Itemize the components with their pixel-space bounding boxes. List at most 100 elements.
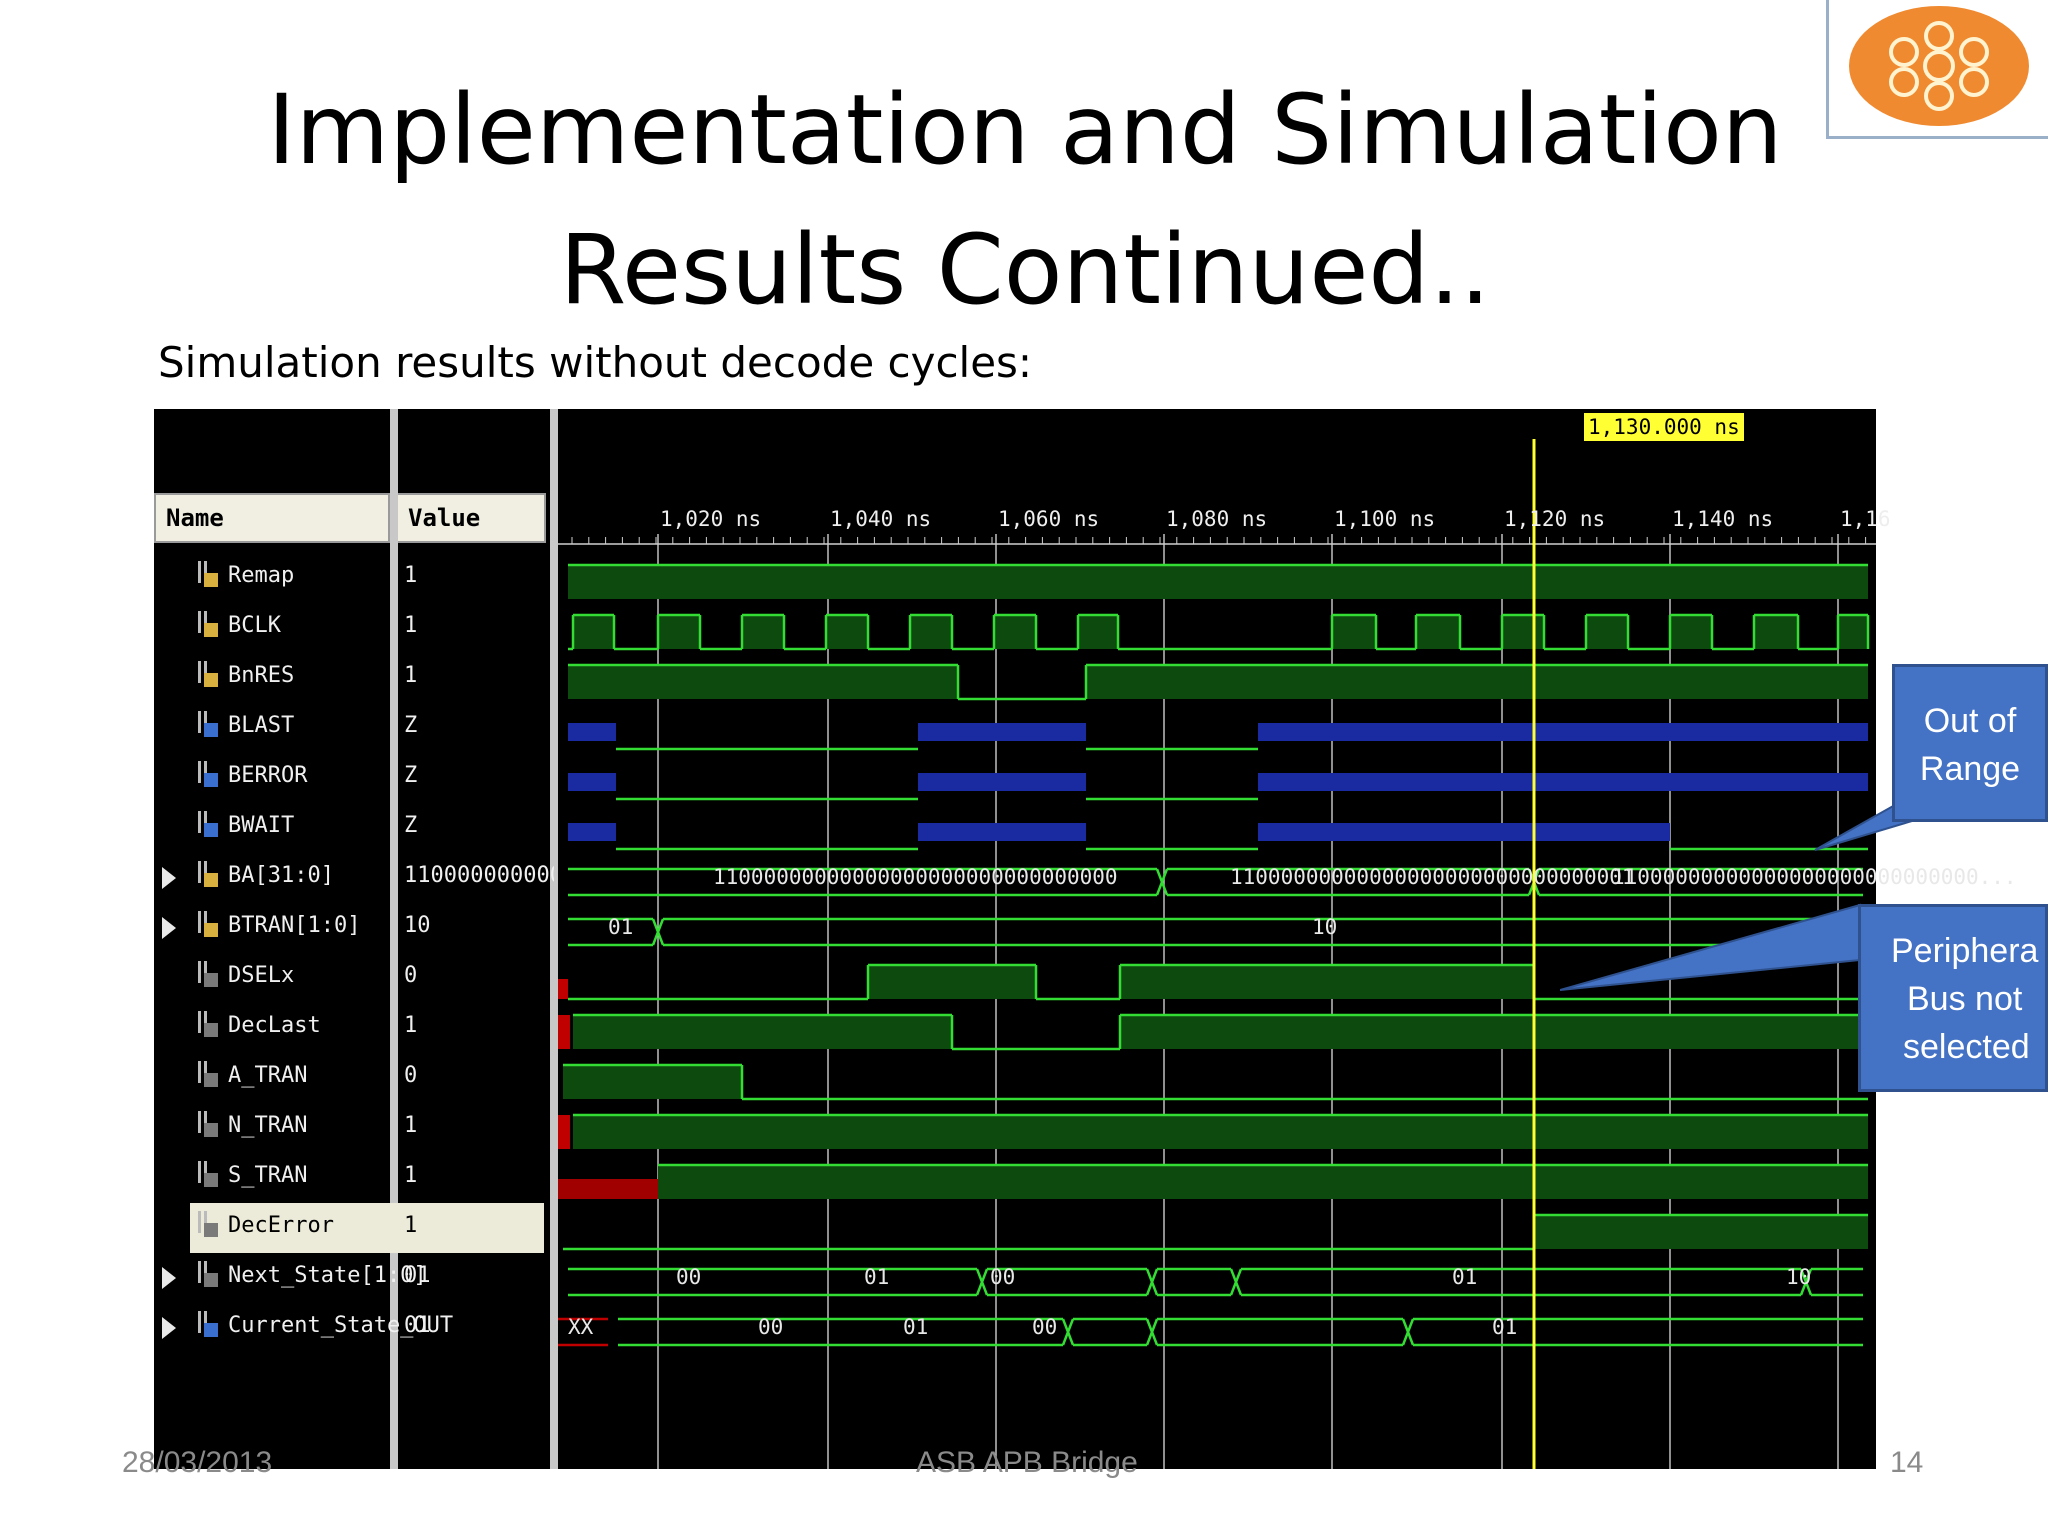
bus-transition [975,1268,989,1296]
emblem-icon [1849,6,2029,126]
signal-value: 1 [404,1113,418,1138]
time-tick-label: 1,040 ns [830,507,932,531]
signal-name: BnRES [228,663,295,688]
expand-icon[interactable] [162,867,176,889]
bus-transition [651,918,665,946]
signal-row[interactable]: BLAST Z [154,703,544,753]
wave-high [658,615,700,649]
signal-value: 1 [404,563,418,588]
signal-icon [198,1011,218,1037]
bus-value-label: 00 [676,1265,702,1289]
signal-value: 1 [404,613,418,638]
wave-high [568,565,1868,599]
wave-highz [1258,823,1670,841]
bus-transition [1061,1318,1075,1346]
value-column-header[interactable]: Value [396,493,546,543]
signal-icon [198,761,218,787]
slide-title: Implementation and Simulation Results Co… [250,60,1800,340]
signal-value: Z [404,763,418,788]
signal-row[interactable]: BWAIT Z [154,803,544,853]
wave-high [573,615,614,649]
wave-highz [918,823,1086,841]
column-splitter[interactable] [390,409,398,1469]
wave-high [1670,615,1712,649]
signal-row[interactable]: Next_State[1:0] 01 [154,1253,544,1303]
wave-high [868,965,1036,999]
signal-name: BTRAN[1:0] [228,913,361,938]
name-column-header[interactable]: Name [154,493,390,543]
wave-high [1120,1015,1868,1049]
bus-value-label: 01 [864,1265,890,1289]
signal-value: 10 [404,913,431,938]
wave-high [568,665,958,699]
bus-value-label: 00 [990,1265,1016,1289]
signal-row[interactable]: DecError 1 [190,1203,544,1253]
footer-title: ASB APB Bridge [916,1446,1138,1479]
signal-row[interactable]: BnRES 1 [154,653,544,703]
signal-icon [198,861,218,887]
signal-icon [198,561,218,587]
wave-splitter[interactable] [550,409,558,1469]
wave-high [1502,615,1544,649]
signal-name: A_TRAN [228,1063,308,1088]
institution-logo [1826,0,2048,139]
signal-row[interactable]: N_TRAN 1 [154,1103,544,1153]
expand-icon[interactable] [162,1317,176,1339]
signal-row[interactable]: DSELx 0 [154,953,544,1003]
wave-highz [1258,773,1868,791]
signal-icon [198,1261,218,1287]
signal-row[interactable]: A_TRAN 0 [154,1053,544,1103]
signal-icon [198,1111,218,1137]
wave-unknown [558,1015,570,1049]
waveform-plot[interactable] [558,409,1876,1469]
signal-icon [198,661,218,687]
signal-row[interactable]: DecLast 1 [154,1003,544,1053]
signal-row[interactable]: BA[31:0] 110000000000000 [154,853,554,903]
title-line-1: Implementation and Simulation [267,74,1783,186]
wave-high [1120,965,1534,999]
wave-high [1586,615,1628,649]
signal-name: BWAIT [228,813,295,838]
expand-icon[interactable] [162,1267,176,1289]
signal-row[interactable]: Remap 1 [154,553,544,603]
bus-value-label: 10 [1786,1265,1812,1289]
callout-text-3: Periphera [1891,932,2039,970]
callout-text-1: Out of [1923,702,2017,740]
wave-high [1534,1215,1868,1249]
signal-row[interactable]: Current_State_OUT 01 [154,1303,544,1353]
signal-row[interactable]: BCLK 1 [154,603,544,653]
time-tick-label: 1,120 ns [1504,507,1606,531]
signal-name: N_TRAN [228,1113,308,1138]
time-tick-label: 1,080 ns [1166,507,1268,531]
signal-name: BA[31:0] [228,863,334,888]
signal-name: Remap [228,563,295,588]
bus-value-label: 01 [1492,1315,1518,1339]
signal-name: DecError [228,1213,334,1238]
wave-highz [568,823,616,841]
wave-high [826,615,868,649]
time-cursor-label[interactable]: 1,130.000 ns [1584,413,1744,441]
wave-highz [918,723,1086,741]
signal-row[interactable]: BTRAN[1:0] 10 [154,903,544,953]
signal-value: 1 [404,1213,418,1238]
bus-transition [1155,868,1169,896]
footer-date: 28/03/2013 [122,1446,273,1479]
expand-icon[interactable] [162,917,176,939]
bus-value-label: 00 [758,1315,784,1339]
signal-value: 110000000000000 [404,863,554,888]
waveform-viewer[interactable]: Name Value Remap 1 BCLK 1 BnRES 1 BLAST Z BE… [154,409,2017,1469]
wave-high [573,1015,952,1049]
callout-text-2: Range [1919,750,2021,788]
bus-transition [1799,1268,1813,1296]
signal-row[interactable]: BERROR Z [154,753,544,803]
signal-value: 01 [404,1313,431,1338]
bus-value-label: 01 [1452,1265,1478,1289]
signal-value: 01 [404,1263,431,1288]
signal-icon [198,611,218,637]
wave-high [1838,615,1868,649]
signal-name: BCLK [228,613,281,638]
signal-row[interactable]: S_TRAN 1 [154,1153,544,1203]
wave-high [742,615,784,649]
slide-number: 14 [1890,1446,1924,1479]
time-tick-label: 1,020 ns [660,507,762,531]
